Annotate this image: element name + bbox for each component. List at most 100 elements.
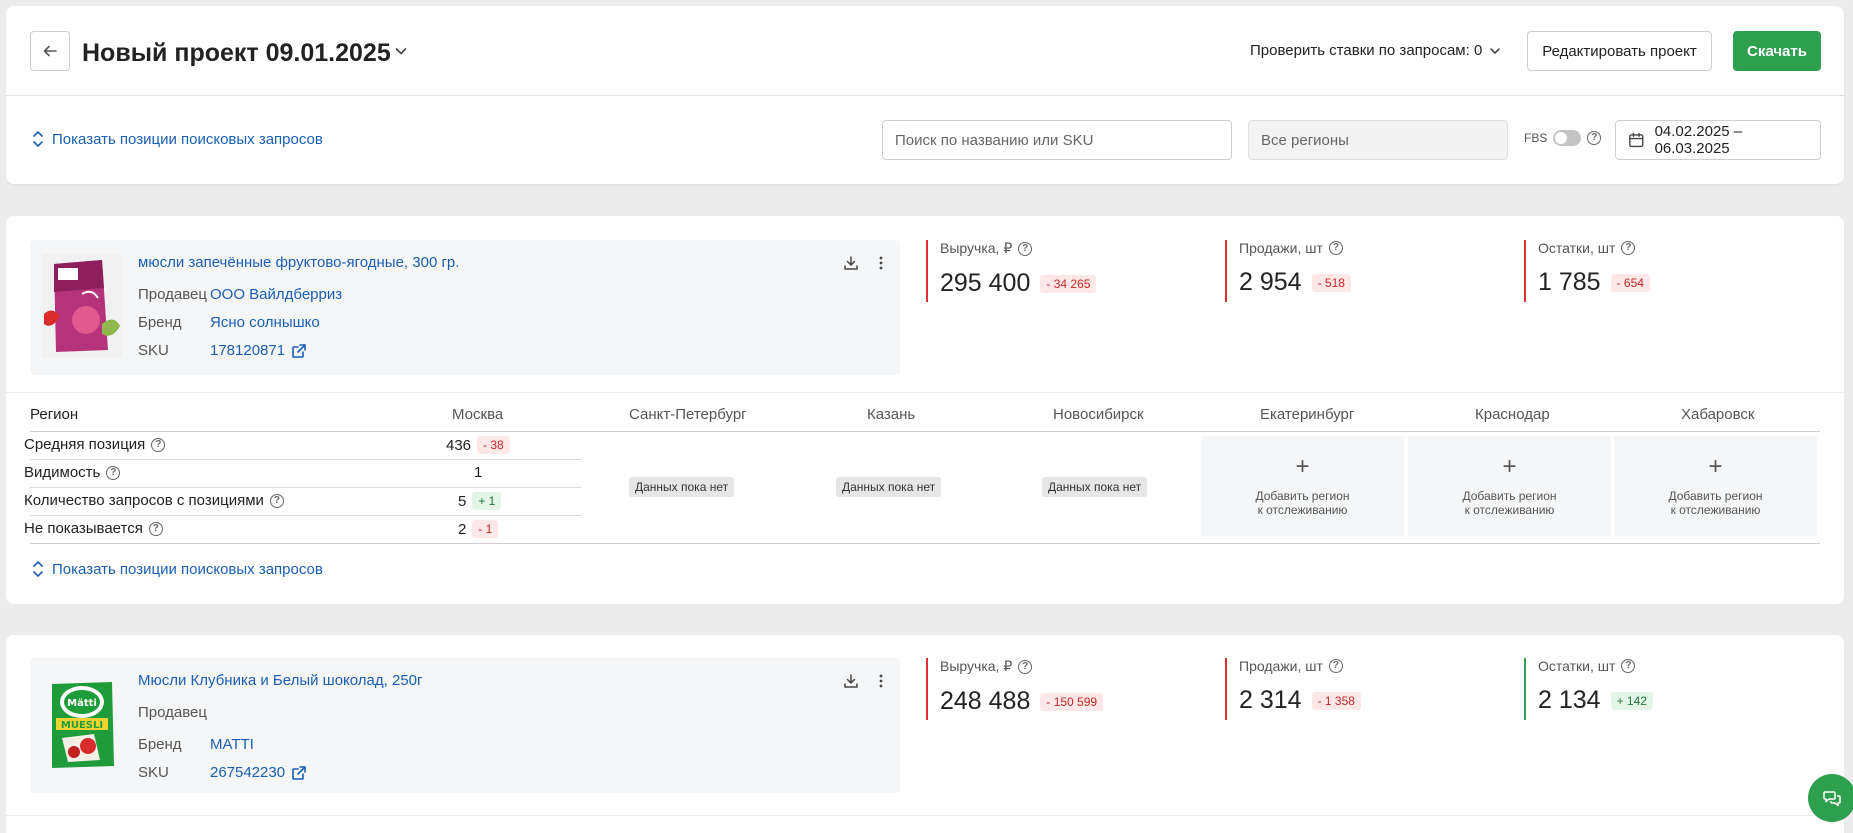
region-header-moscow: Москва: [452, 406, 504, 423]
product-name-link[interactable]: Мюсли Клубника и Белый шоколад, 250г: [138, 672, 423, 689]
no-data-badge: Данных пока нет: [1042, 477, 1148, 497]
more-options-icon[interactable]: [872, 254, 890, 272]
delta-badge: - 38: [477, 436, 510, 454]
show-positions-toggle[interactable]: Показать позиции поисковых запросов: [32, 560, 323, 578]
help-icon[interactable]: ?: [148, 521, 163, 536]
date-range-value: 04.02.2025 – 06.03.2025: [1654, 123, 1743, 157]
sku-link[interactable]: 267542230: [210, 764, 307, 781]
brand-link[interactable]: Ясно солнышко: [210, 314, 320, 331]
metric-delta-badge: - 518: [1311, 273, 1351, 292]
regions-select[interactable]: Все регионы: [1248, 120, 1508, 160]
plus-icon: +: [1502, 453, 1517, 480]
divider: [6, 95, 1844, 96]
calendar-icon: [1629, 132, 1644, 148]
sku-link[interactable]: 178120871: [210, 342, 307, 359]
no-data-badge: Данных пока нет: [629, 477, 735, 497]
region-header-ekaterinburg: Екатеринбург: [1260, 406, 1355, 423]
table-header-divider: [30, 431, 1820, 432]
no-data-badge: Данных пока нет: [836, 477, 942, 497]
help-icon[interactable]: ?: [1328, 659, 1343, 673]
help-icon[interactable]: ?: [1621, 659, 1636, 673]
add-region-button[interactable]: + Добавить регион к отслеживанию: [1201, 436, 1404, 536]
check-bids-label: Проверить ставки по запросам: 0: [1250, 42, 1483, 59]
metric-label: Продажи, шт: [1239, 240, 1323, 256]
region-column-header: Регион: [30, 406, 79, 423]
delta-badge: + 1: [472, 492, 502, 510]
edit-project-button[interactable]: Редактировать проект: [1527, 31, 1712, 71]
svg-text:Mätti: Mätti: [67, 698, 97, 709]
chevron-down-icon: [395, 48, 407, 55]
expand-icon: [33, 561, 43, 577]
support-chat-button[interactable]: [1808, 774, 1853, 822]
check-bids-dropdown[interactable]: Проверить ставки по запросам: 0: [1250, 42, 1502, 59]
fbs-label: FBS: [1524, 131, 1548, 145]
row-label-queries-count: Количество запросов с позициями?: [24, 492, 284, 509]
help-icon[interactable]: ?: [1621, 241, 1636, 255]
metric-revenue: Выручка, ₽? 295 400 - 34 265: [926, 240, 1186, 302]
download-icon[interactable]: [842, 672, 860, 690]
product-name-link[interactable]: мюсли запечённые фруктово-ягодные, 300 г…: [138, 254, 460, 271]
product-image[interactable]: Mätti MUESLI: [42, 672, 122, 776]
search-input[interactable]: Поиск по названию или SKU: [882, 120, 1232, 160]
metric-sales: Продажи, шт? 2 954 - 518: [1225, 240, 1485, 302]
product-info: Mätti MUESLI Мюсли Клубника и Белый шоко…: [30, 658, 900, 793]
project-header: Новый проект 09.01.2025 Проверить ставки…: [6, 6, 1844, 184]
date-range-picker[interactable]: 04.02.2025 – 06.03.2025: [1615, 120, 1821, 160]
metric-value: 2 314: [1239, 686, 1302, 714]
help-icon[interactable]: ?: [106, 465, 121, 480]
region-header-spb: Санкт-Петербург: [629, 406, 747, 423]
seller-link[interactable]: ООО Вайлдберриз: [210, 286, 343, 303]
row-divider: [30, 487, 581, 488]
external-link-icon: [292, 343, 306, 358]
divider: [6, 392, 1844, 393]
region-header-kazan: Казань: [867, 406, 916, 423]
help-icon[interactable]: ?: [269, 493, 284, 508]
external-link-icon: [292, 765, 306, 780]
brand-row: Бренд Ясно солнышко: [138, 314, 320, 331]
row-divider: [30, 459, 581, 460]
seller-row: Продавец ООО Вайлдберриз: [138, 286, 342, 303]
sku-label: SKU: [138, 764, 169, 781]
moscow-not-shown: 2- 1: [458, 520, 499, 538]
help-icon[interactable]: ?: [1587, 131, 1602, 145]
fbs-toggle[interactable]: [1553, 130, 1582, 146]
brand-link[interactable]: MATTI: [210, 736, 254, 753]
metric-label: Остатки, шт: [1538, 240, 1616, 256]
metric-label: Остатки, шт: [1538, 658, 1616, 674]
moscow-avg-position: 436- 38: [446, 436, 510, 454]
page-title: Новый проект 09.01.2025: [82, 39, 391, 67]
product-image[interactable]: [42, 254, 122, 358]
arrow-left-icon: [43, 45, 57, 57]
add-region-button[interactable]: + Добавить регион к отслеживанию: [1614, 436, 1817, 536]
metric-value: 248 488: [940, 687, 1031, 715]
show-positions-toggle[interactable]: Показать позиции поисковых запросов: [32, 130, 323, 148]
divider: [6, 815, 1844, 816]
brand-row: Бренд MATTI: [138, 736, 254, 753]
back-button[interactable]: [30, 31, 70, 71]
product-photo: [42, 254, 122, 358]
help-icon[interactable]: ?: [1328, 241, 1343, 255]
download-button[interactable]: Скачать: [1733, 31, 1821, 71]
metric-delta-badge: - 34 265: [1040, 274, 1097, 293]
table-bottom-divider: [30, 543, 1820, 544]
download-icon[interactable]: [842, 254, 860, 272]
metric-delta-badge: - 1 358: [1311, 691, 1361, 710]
region-header-krasnodar: Краснодар: [1475, 406, 1550, 423]
metric-value: 2 134: [1538, 686, 1601, 714]
seller-row: Продавец: [138, 704, 210, 721]
row-label-not-shown: Не показывается?: [24, 520, 163, 537]
project-menu-chevron[interactable]: [393, 43, 409, 62]
sku-row: SKU 267542230: [138, 764, 307, 781]
add-region-button[interactable]: + Добавить регион к отслеживанию: [1408, 436, 1611, 536]
metric-stock: Остатки, шт? 2 134 + 142: [1524, 658, 1784, 720]
seller-label: Продавец: [138, 286, 207, 303]
metric-delta-badge: + 142: [1610, 691, 1653, 710]
seller-label: Продавец: [138, 704, 207, 721]
metric-value: 1 785: [1538, 268, 1601, 296]
help-icon[interactable]: ?: [1018, 241, 1033, 256]
regions-placeholder: Все регионы: [1261, 131, 1349, 149]
help-icon[interactable]: ?: [1018, 659, 1033, 674]
metric-value: 2 954: [1239, 268, 1302, 296]
more-options-icon[interactable]: [872, 672, 890, 690]
help-icon[interactable]: ?: [151, 437, 166, 452]
